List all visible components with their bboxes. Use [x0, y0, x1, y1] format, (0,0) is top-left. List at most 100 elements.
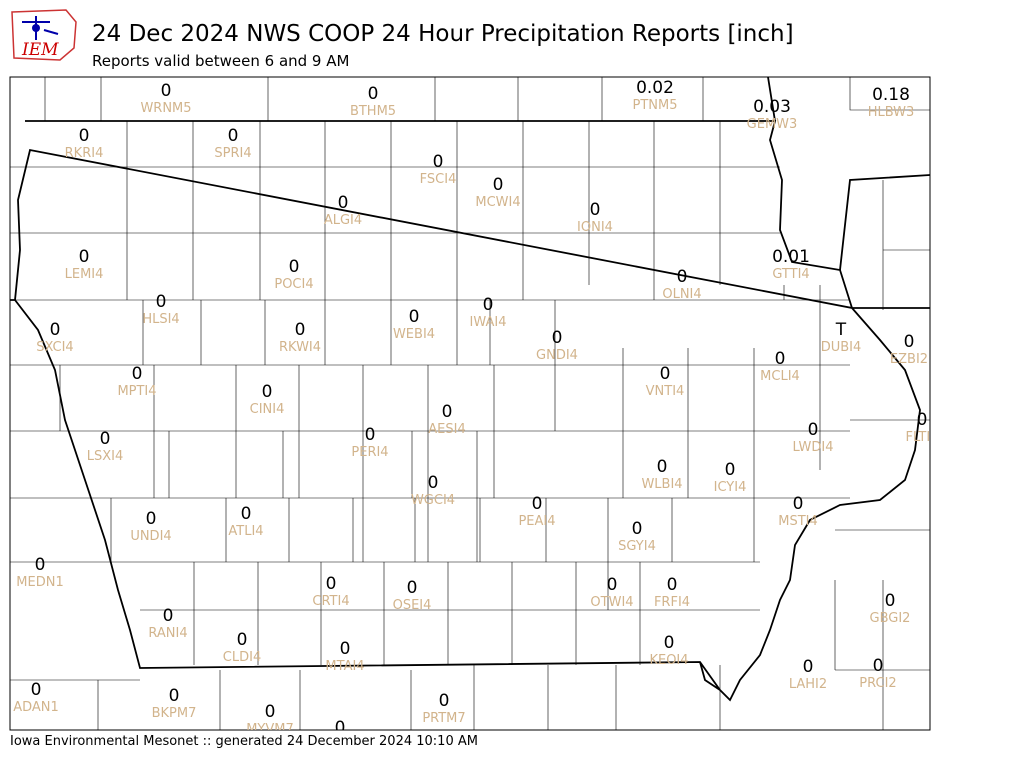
station-id: MPTI4: [117, 384, 156, 399]
station-value: 0: [532, 494, 543, 514]
station-id: GBGI2: [870, 611, 911, 626]
station-value: 0: [132, 364, 143, 384]
station-value: 0: [368, 84, 379, 104]
station-value: 0: [664, 633, 675, 653]
station-value: 0: [775, 349, 786, 369]
station-id: MYVM7: [246, 722, 294, 737]
station-value: 0: [335, 718, 346, 738]
station-value: 0: [241, 504, 252, 524]
station-value: 0: [79, 126, 90, 146]
map-frame: [9, 76, 931, 731]
station-value: 0: [407, 578, 418, 598]
station-id: DUBI4: [821, 340, 862, 355]
station-id: FRFI4: [654, 595, 690, 610]
station-id: PRCI2: [859, 676, 896, 691]
station-value: 0: [365, 425, 376, 445]
station-id: PERI4: [351, 445, 388, 460]
station-id: PEAI4: [518, 514, 555, 529]
station-value: 0: [146, 509, 157, 529]
station-value: 0.01: [772, 247, 810, 267]
station-id: SPRI4: [214, 146, 251, 161]
station-value: 0: [803, 657, 814, 677]
station-id: ATLI4: [228, 524, 263, 539]
station-id: SXCI4: [36, 340, 73, 355]
station-id: ICYI4: [714, 480, 747, 495]
station-value: 0.18: [872, 85, 910, 105]
station-value: 0: [667, 575, 678, 595]
station-id: MSTI4: [778, 514, 818, 529]
station-id: AESI4: [428, 422, 465, 437]
station-value: 0: [161, 81, 172, 101]
station-id: LEMI4: [65, 267, 104, 282]
station-value: 0: [340, 639, 351, 659]
station-value: 0: [409, 307, 420, 327]
station-value: 0: [632, 519, 643, 539]
station-id: ALGI4: [324, 213, 362, 228]
station-id: WEBI4: [393, 327, 435, 342]
station-value: 0: [439, 691, 450, 711]
title: 24 Dec 2024 NWS COOP 24 Hour Precipitati…: [92, 21, 794, 47]
basemap: [10, 77, 930, 730]
station-id: VNTI4: [646, 384, 685, 399]
station-value: 0: [607, 575, 618, 595]
footer: Iowa Environmental Mesonet :: generated …: [10, 734, 478, 749]
subtitle: Reports valid between 6 and 9 AM: [92, 52, 349, 70]
station-value: 0: [228, 126, 239, 146]
station-id: FSCI4: [420, 172, 457, 187]
station-id: UNDI4: [130, 529, 171, 544]
station-id: OSEI4: [393, 598, 432, 613]
station-value: 0: [156, 292, 167, 312]
station-value: 0: [808, 420, 819, 440]
station-value: 0: [169, 686, 180, 706]
logo: IEM: [11, 9, 77, 61]
station-value: 0: [237, 630, 248, 650]
station-value: 0.02: [636, 78, 674, 98]
station-id: WRNM5: [140, 101, 191, 116]
station-id: CINI4: [250, 402, 285, 417]
station-id: BTHM5: [350, 104, 396, 119]
station-value: 0: [917, 410, 928, 430]
station-id: FLTI2: [906, 430, 939, 445]
station-id: IONI4: [577, 220, 613, 235]
station-value: 0: [677, 267, 688, 287]
station-value: 0: [493, 175, 504, 195]
station-id: CRTI4: [312, 594, 349, 609]
station-value: 0: [326, 574, 337, 594]
station-value: 0: [428, 473, 439, 493]
station-value: 0: [338, 193, 349, 213]
station-id: MCWI4: [475, 195, 520, 210]
station-id: GTTI4: [772, 267, 809, 282]
station-value: 0: [885, 591, 896, 611]
station-id: OTWI4: [590, 595, 633, 610]
station-value: 0: [483, 295, 494, 315]
station-id: GEMW3: [747, 117, 798, 132]
